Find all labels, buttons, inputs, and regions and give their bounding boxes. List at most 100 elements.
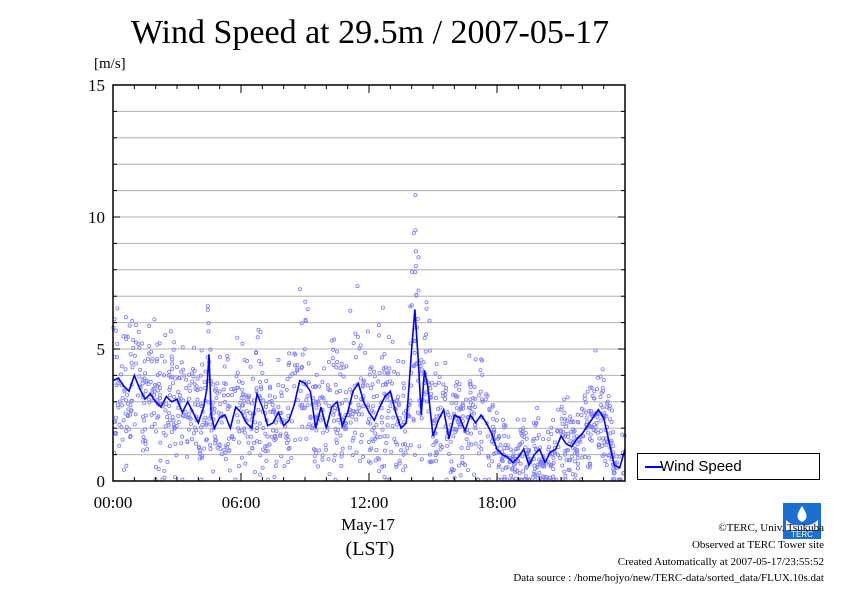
data-point [121,334,126,339]
data-point [403,464,408,469]
data-point [147,323,152,328]
data-point [131,337,136,342]
data-point [413,193,418,198]
data-point [457,415,462,420]
data-point [607,406,612,411]
data-point [212,388,217,393]
data-point [259,386,264,391]
data-point [586,455,591,460]
data-point [121,418,126,423]
data-point [354,450,359,455]
data-point [326,360,331,365]
data-point [575,412,580,417]
data-point [445,443,450,448]
data-point [217,443,222,448]
data-point [212,410,217,415]
data-point [124,398,129,403]
data-point [317,384,322,389]
data-point [161,430,166,435]
data-point [502,425,507,430]
data-point [121,467,126,472]
data-point [151,411,156,416]
data-point [163,433,168,438]
data-point [448,415,453,420]
data-point [609,440,614,445]
data-point [508,473,513,478]
data-point [518,461,523,466]
data-point [177,376,182,381]
data-point [523,465,528,470]
data-point [597,436,602,441]
data-point [242,430,247,435]
data-point [143,371,148,376]
data-point [433,371,438,376]
data-point [306,380,311,385]
data-point [372,369,377,374]
data-point [433,382,438,387]
data-point [415,410,420,415]
data-point [208,422,213,427]
data-point [600,443,605,448]
data-point [392,436,397,441]
data-point [268,386,273,391]
data-point [176,414,181,419]
data-point [330,356,335,361]
data-point [360,383,365,388]
data-point [563,473,568,478]
data-point [584,410,589,415]
data-point [284,440,289,445]
data-point [187,372,192,377]
data-point [540,464,545,469]
data-point [339,361,344,366]
data-point [449,467,454,472]
data-point [116,381,121,386]
data-point [428,391,433,396]
data-point [305,425,310,430]
data-point [582,396,587,401]
data-point [173,426,178,431]
data-point [185,454,190,459]
data-point [401,468,406,473]
data-point [385,415,390,420]
data-point [311,447,316,452]
data-point [113,431,118,436]
data-point [399,448,404,453]
data-point [612,470,617,475]
data-point [150,387,155,392]
data-point [378,435,383,440]
data-point [190,379,195,384]
data-point [219,452,224,457]
data-point [205,304,210,309]
data-point [237,429,242,434]
data-point [331,363,336,368]
data-point [551,474,556,479]
data-point [579,413,584,418]
data-point [143,438,148,443]
data-point [373,436,378,441]
data-point [339,463,344,468]
data-point [192,425,197,430]
data-point [385,434,390,439]
data-point [240,381,245,386]
data-point [357,405,362,410]
data-point [451,434,456,439]
data-point [486,455,491,460]
data-point [369,386,374,391]
data-point [338,372,343,377]
legend-swatch [645,466,663,468]
data-point [354,417,359,422]
data-point [546,445,551,450]
data-point [245,434,250,439]
data-point [340,446,345,451]
data-point [466,441,471,446]
data-point [427,348,432,353]
data-point [146,382,151,387]
data-point [428,460,433,465]
data-point [591,427,596,432]
data-point [361,455,366,460]
data-point [258,330,263,335]
data-point [119,364,124,369]
data-point [609,408,614,413]
series-line-wind-speed [112,309,626,469]
data-point [353,355,358,360]
